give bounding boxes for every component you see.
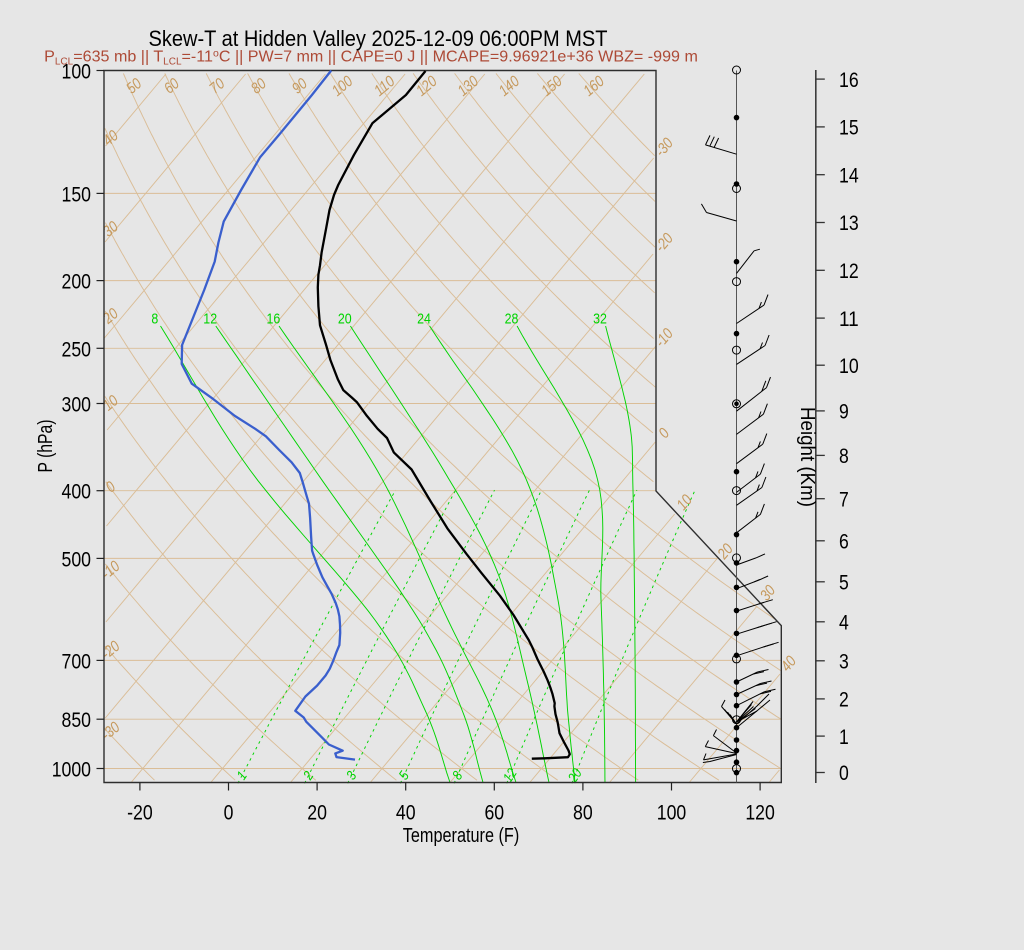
svg-text:60: 60 [484,801,504,825]
svg-text:20: 20 [338,311,352,328]
svg-text:28: 28 [505,311,519,328]
svg-text:Temperature (F): Temperature (F) [403,825,520,847]
svg-text:40: 40 [396,801,416,825]
svg-text:13: 13 [839,211,859,235]
svg-text:80: 80 [573,801,593,825]
svg-text:1000: 1000 [52,758,91,782]
svg-text:3: 3 [839,650,849,674]
svg-text:6: 6 [839,530,849,554]
svg-text:24: 24 [417,311,431,328]
svg-text:7: 7 [839,487,849,511]
svg-text:150: 150 [62,182,92,206]
svg-text:Skew-T at Hidden Valley 2025-1: Skew-T at Hidden Valley 2025-12-09 06:00… [149,26,608,51]
svg-text:5: 5 [839,571,849,595]
svg-text:9: 9 [839,400,849,424]
svg-text:100: 100 [657,801,687,825]
svg-text:700: 700 [62,649,92,673]
svg-text:850: 850 [62,708,92,732]
svg-text:11: 11 [839,307,859,331]
svg-text:10: 10 [839,354,859,378]
svg-text:Height (Km): Height (Km) [796,407,818,507]
svg-text:200: 200 [62,270,92,294]
svg-text:16: 16 [839,68,859,92]
svg-text:15: 15 [839,116,859,140]
svg-text:8: 8 [839,444,849,468]
svg-text:4: 4 [839,611,849,635]
svg-text:12: 12 [203,311,217,328]
svg-text:PLCL=635 mb || TLCL=-11oC || P: PLCL=635 mb || TLCL=-11oC || PW=7 mm || … [44,47,698,67]
svg-text:14: 14 [839,163,859,187]
svg-text:500: 500 [62,547,92,571]
svg-text:0: 0 [839,761,849,785]
svg-text:12: 12 [839,259,859,283]
svg-text:16: 16 [267,311,281,328]
svg-text:P (hPa): P (hPa) [35,420,57,473]
svg-text:100: 100 [62,60,92,84]
svg-text:120: 120 [745,801,775,825]
svg-text:-20: -20 [127,801,153,825]
svg-text:1: 1 [839,725,849,749]
svg-text:300: 300 [62,393,92,417]
svg-text:8: 8 [151,311,158,328]
svg-text:250: 250 [62,337,92,361]
svg-text:2: 2 [839,688,849,712]
svg-text:32: 32 [593,311,607,328]
svg-text:20: 20 [307,801,327,825]
svg-text:0: 0 [224,801,234,825]
svg-text:400: 400 [62,480,92,504]
